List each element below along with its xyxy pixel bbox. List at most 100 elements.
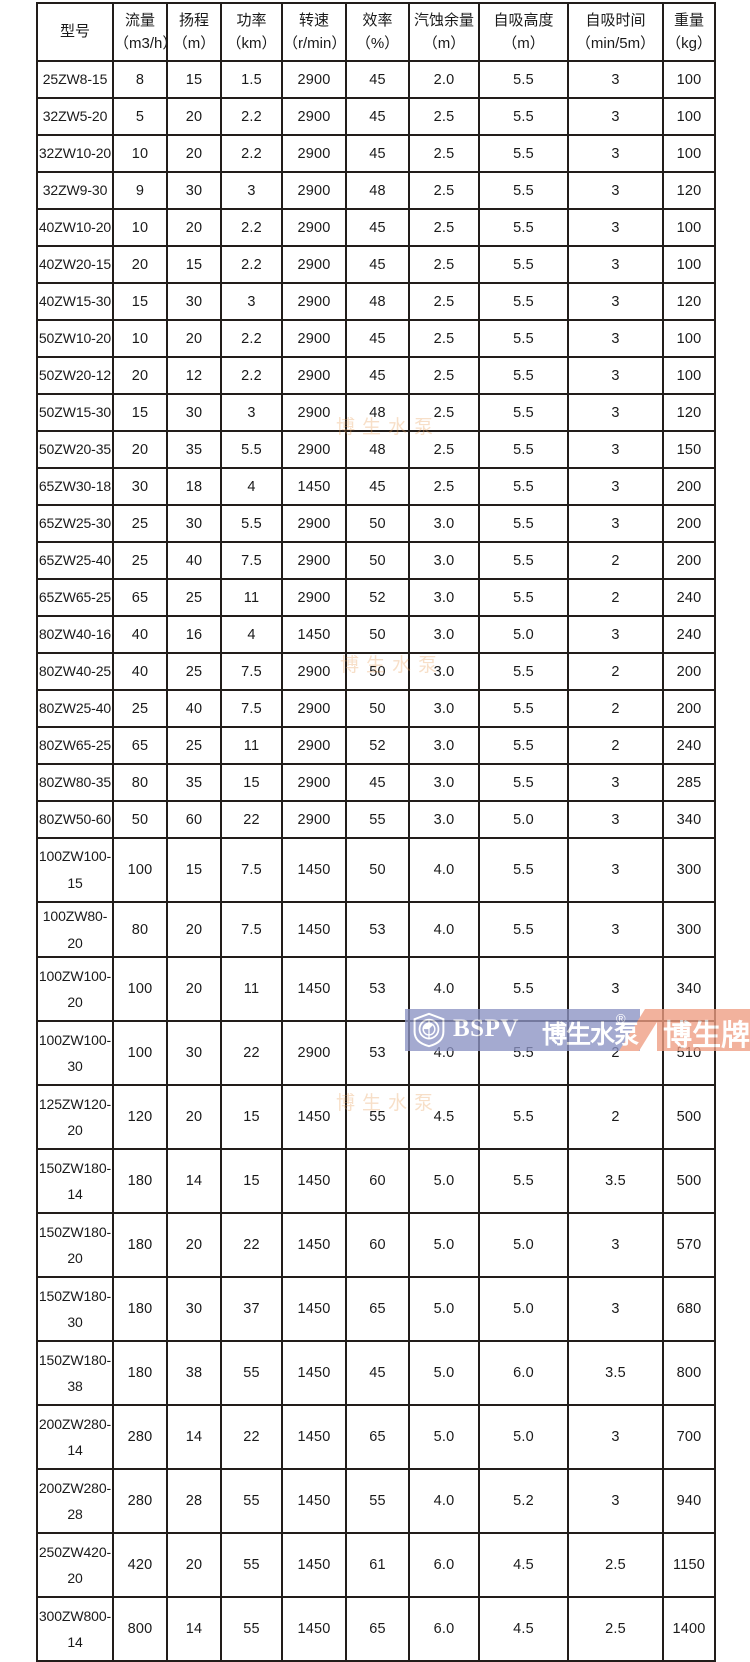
cell-flow: 10 (112, 208, 168, 247)
model-line-2: 20 (67, 1570, 83, 1587)
cell-efficiency: 50 (345, 837, 410, 903)
cell-flow: 25 (112, 541, 168, 580)
cell-suction-time: 3 (567, 900, 664, 959)
cell-suction-time: 3 (567, 763, 664, 802)
cell-suction-time: 3 (567, 467, 664, 506)
model-line-1: 65ZW30-18 (38, 478, 112, 495)
cell-model: 100ZW100- 15 (36, 837, 114, 903)
cell-flow: 100 (112, 837, 168, 903)
cell-model: 80ZW65-25 (36, 726, 114, 765)
cell-model: 50ZW10-20 (36, 319, 114, 358)
cell-suction-time: 3 (567, 97, 664, 136)
cell-power: 22 (220, 1212, 283, 1279)
cell-flow: 20 (112, 245, 168, 284)
column-header-npsh-unit: （m） (422, 35, 466, 52)
model-line-2: 20 (67, 1250, 83, 1267)
cell-efficiency: 53 (345, 956, 410, 1023)
cell-suction-height: 5.5 (478, 900, 569, 959)
cell-head: 20 (166, 900, 222, 959)
cell-head: 35 (166, 430, 222, 469)
cell-speed: 1450 (281, 1276, 347, 1343)
cell-efficiency: 55 (345, 1468, 410, 1535)
table-row: 65ZW25-30 25 30 5.5 2900 50 3.0 5.5 3 200 (36, 504, 716, 543)
model-line-1: 40ZW10-20 (38, 219, 112, 236)
cell-speed: 1450 (281, 615, 347, 654)
cell-flow: 9 (112, 171, 168, 210)
cell-model: 150ZW180- 20 (36, 1212, 114, 1279)
cell-suction-time: 3 (567, 1468, 664, 1535)
cell-flow: 50 (112, 800, 168, 839)
cell-speed: 2900 (281, 689, 347, 728)
cell-power: 55 (220, 1532, 283, 1599)
cell-suction-height: 5.5 (478, 837, 569, 903)
cell-npsh: 3.0 (408, 615, 480, 654)
cell-suction-height: 5.0 (478, 1404, 569, 1471)
cell-suction-height: 5.5 (478, 504, 569, 543)
cell-model: 80ZW25-40 (36, 689, 114, 728)
model-line-1: 80ZW40-16 (38, 626, 112, 643)
model-line-1: 50ZW10-20 (38, 330, 112, 347)
cell-head: 20 (166, 319, 222, 358)
cell-flow: 65 (112, 578, 168, 617)
cell-npsh: 2.5 (408, 245, 480, 284)
cell-flow: 120 (112, 1084, 168, 1151)
cell-efficiency: 50 (345, 615, 410, 654)
cell-flow: 280 (112, 1468, 168, 1535)
cell-suction-height: 5.5 (478, 763, 569, 802)
cell-flow: 180 (112, 1212, 168, 1279)
column-header-suction-time-unit: （min/5m） (575, 35, 656, 52)
cell-head: 14 (166, 1404, 222, 1471)
cell-weight: 100 (662, 245, 716, 284)
cell-power: 1.5 (220, 60, 283, 99)
cell-power: 2.2 (220, 208, 283, 247)
model-line-1: 50ZW20-12 (38, 367, 112, 384)
cell-model: 100ZW100- 30 (36, 1020, 114, 1087)
cell-speed: 1450 (281, 1532, 347, 1599)
cell-speed: 1450 (281, 467, 347, 506)
model-line-1: 50ZW20-35 (38, 441, 112, 458)
cell-head: 30 (166, 282, 222, 321)
cell-flow: 80 (112, 900, 168, 959)
cell-head: 15 (166, 837, 222, 903)
cell-suction-height: 4.5 (478, 1596, 569, 1662)
table-row: 80ZW80-35 80 35 15 2900 45 3.0 5.5 3 285 (36, 763, 716, 802)
cell-efficiency: 65 (345, 1596, 410, 1662)
model-line-1: 200ZW280- (38, 1479, 112, 1496)
cell-suction-time: 2 (567, 541, 664, 580)
cell-suction-time: 3 (567, 356, 664, 395)
model-line-1: 80ZW40-25 (38, 663, 112, 680)
table-row: 32ZW5-20 5 20 2.2 2900 45 2.5 5.5 3 100 (36, 97, 716, 136)
cell-weight: 100 (662, 319, 716, 358)
cell-head: 20 (166, 1532, 222, 1599)
table-row: 40ZW20-15 20 15 2.2 2900 45 2.5 5.5 3 100 (36, 245, 716, 284)
cell-power: 2.2 (220, 245, 283, 284)
model-line-1: 50ZW15-30 (38, 404, 112, 421)
cell-speed: 2900 (281, 652, 347, 691)
cell-model: 80ZW40-25 (36, 652, 114, 691)
table-row: 80ZW50-60 50 60 22 2900 55 3.0 5.0 3 340 (36, 800, 716, 839)
cell-suction-height: 5.5 (478, 282, 569, 321)
table-row: 80ZW40-16 40 16 4 1450 50 3.0 5.0 3 240 (36, 615, 716, 654)
cell-power: 7.5 (220, 689, 283, 728)
cell-speed: 1450 (281, 1212, 347, 1279)
cell-suction-height: 5.5 (478, 60, 569, 99)
cell-speed: 2900 (281, 356, 347, 395)
cell-model: 65ZW25-30 (36, 504, 114, 543)
model-line-1: 200ZW280- (38, 1415, 112, 1432)
cell-weight: 200 (662, 689, 716, 728)
model-line-1: 65ZW65-25 (38, 589, 112, 606)
model-line-1: 150ZW180- (38, 1159, 112, 1176)
cell-suction-time: 3 (567, 956, 664, 1023)
table-row: 65ZW25-40 25 40 7.5 2900 50 3.0 5.5 2 200 (36, 541, 716, 580)
cell-model: 50ZW20-35 (36, 430, 114, 469)
column-header-suction-time: 自吸时间 （min/5m） (567, 2, 664, 62)
cell-npsh: 3.0 (408, 763, 480, 802)
cell-weight: 100 (662, 208, 716, 247)
model-line-2: 38 (67, 1378, 83, 1395)
cell-suction-height: 5.5 (478, 356, 569, 395)
cell-speed: 2900 (281, 134, 347, 173)
cell-suction-time: 3.5 (567, 1148, 664, 1215)
column-header-head-label: 扬程 (178, 11, 209, 29)
cell-model: 25ZW8-15 (36, 60, 114, 99)
cell-suction-height: 5.5 (478, 467, 569, 506)
